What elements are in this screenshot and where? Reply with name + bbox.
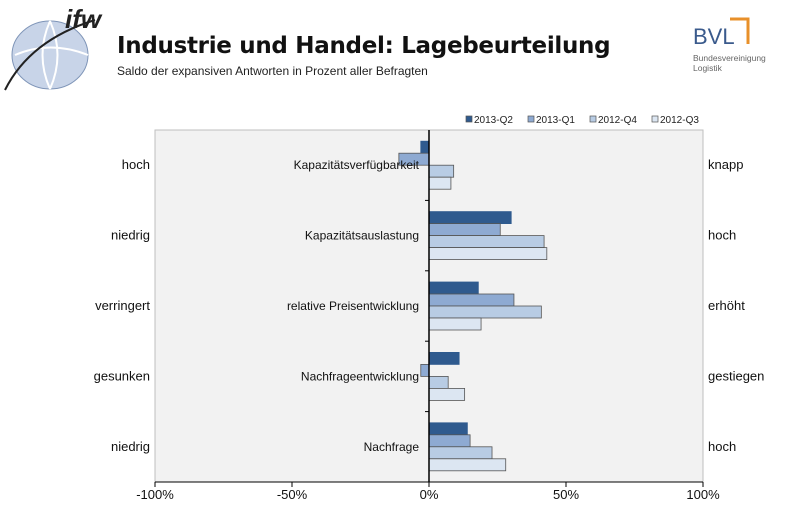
left-label: verringert — [95, 298, 150, 313]
page-subtitle: Saldo der expansiven Antworten in Prozen… — [117, 64, 428, 78]
bar-2012-Q4-2 — [428, 305, 542, 319]
bar-2013-Q2-0 — [420, 140, 430, 154]
legend-swatch — [465, 115, 473, 123]
category-label: Kapazitätsauslastung — [305, 229, 419, 243]
bar-2012-Q4-3 — [428, 375, 449, 389]
right-label: hoch — [708, 228, 736, 243]
category-label: relative Preisentwicklung — [287, 299, 419, 313]
left-label: gesunken — [94, 368, 150, 383]
bar-2013-Q2-4 — [428, 422, 468, 436]
bar-2013-Q2-2 — [428, 281, 479, 295]
x-tick-label: -50% — [277, 487, 308, 502]
category-label: Nachfrageentwicklung — [301, 369, 419, 383]
bvl-logo: BVL — [693, 24, 735, 49]
right-label: hoch — [708, 439, 736, 454]
ifw-logo: ifw — [4, 4, 103, 91]
bar-2012-Q4-4 — [428, 446, 493, 460]
bvl-logo-subtitle: Bundesvereinigung Logistik — [693, 53, 766, 73]
x-tick-label: 0% — [420, 487, 439, 502]
bar-2012-Q4-1 — [428, 235, 545, 249]
legend-swatch — [651, 115, 659, 123]
left-label: niedrig — [111, 228, 150, 243]
bvl-logo-bracket — [730, 17, 750, 44]
legend-label: 2012-Q4 — [598, 115, 637, 126]
legend-label: 2013-Q1 — [536, 115, 575, 126]
bar-2013-Q1-4 — [428, 434, 471, 448]
left-label: niedrig — [111, 439, 150, 454]
x-tick-label: -100% — [136, 487, 174, 502]
legend-label: 2012-Q3 — [660, 115, 699, 126]
ifw-logo-text: ifw — [65, 4, 103, 34]
bar-2012-Q3-1 — [428, 247, 548, 261]
bar-2012-Q3-3 — [428, 387, 466, 401]
bar-2013-Q2-1 — [428, 211, 512, 225]
bar-2013-Q2-3 — [428, 351, 460, 365]
page-title: Industrie und Handel: Lagebeurteilung — [117, 33, 611, 59]
right-label: gestiegen — [708, 368, 764, 383]
bar-2013-Q1-1 — [428, 223, 501, 237]
bar-2012-Q3-2 — [428, 317, 482, 331]
legend-swatch — [527, 115, 535, 123]
x-tick-label: 100% — [686, 487, 720, 502]
category-label: Nachfrage — [364, 440, 420, 454]
category-label: Kapazitätsverfügbarkeit — [294, 158, 420, 172]
bar-2012-Q4-0 — [428, 164, 455, 178]
bar-2013-Q1-2 — [428, 293, 515, 307]
legend-label: 2013-Q2 — [474, 115, 513, 126]
left-label: hoch — [122, 157, 150, 172]
x-tick-label: 50% — [553, 487, 579, 502]
right-label: erhöht — [708, 298, 745, 313]
bar-2012-Q3-0 — [428, 176, 452, 190]
bar-2012-Q3-4 — [428, 458, 507, 472]
bar-2013-Q1-3 — [420, 363, 430, 377]
right-label: knapp — [708, 157, 743, 172]
legend-swatch — [589, 115, 597, 123]
